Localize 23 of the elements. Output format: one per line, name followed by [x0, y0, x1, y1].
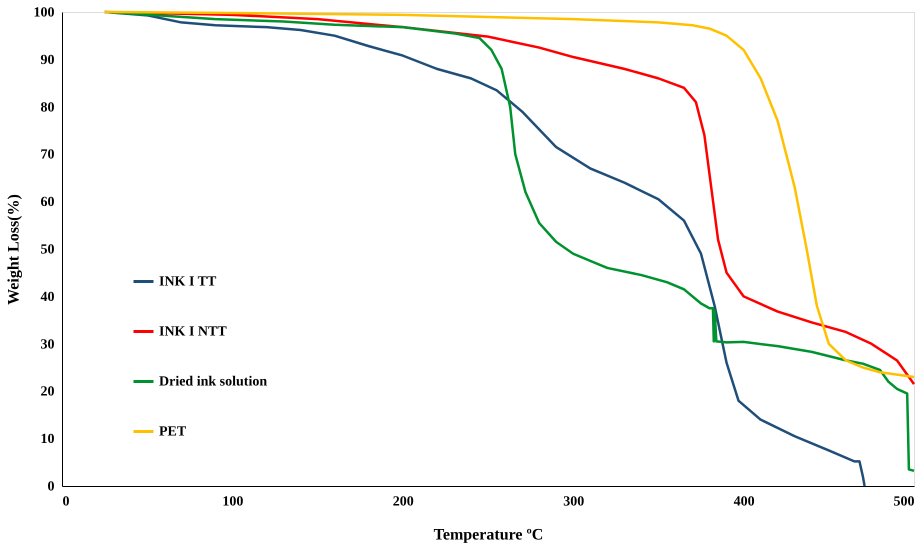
x-tick-label: 500 [894, 494, 914, 510]
legend-label: INK I NTT [159, 324, 228, 340]
y-axis-title: Weight Loss(%) [6, 194, 22, 305]
y-tick-label: 90 [40, 52, 54, 68]
y-tick-label: 50 [40, 242, 54, 258]
x-tick-label: 200 [392, 494, 414, 510]
x-tick-label: 100 [222, 494, 244, 510]
y-tick-label: 10 [40, 432, 54, 448]
y-tick-label: 100 [34, 6, 54, 20]
y-tick-label: 80 [40, 100, 54, 116]
legend-label: PET [159, 424, 187, 440]
y-tick-label: 20 [40, 384, 54, 400]
y-tick-label: 0 [48, 480, 54, 494]
y-tick-label: 40 [40, 290, 54, 305]
y-tick-label: 30 [40, 337, 54, 352]
x-tick-label: 400 [734, 494, 755, 510]
x-tick-label: 0 [62, 494, 70, 510]
x-axis-title: Temperature ºC [434, 526, 544, 544]
y-tick-label: 70 [40, 148, 54, 163]
y-tick-label: 60 [40, 195, 54, 210]
legend-label: INK I TT [159, 274, 217, 290]
legend-label: Dried ink solution [159, 374, 268, 390]
x-tick-label: 300 [563, 494, 584, 510]
